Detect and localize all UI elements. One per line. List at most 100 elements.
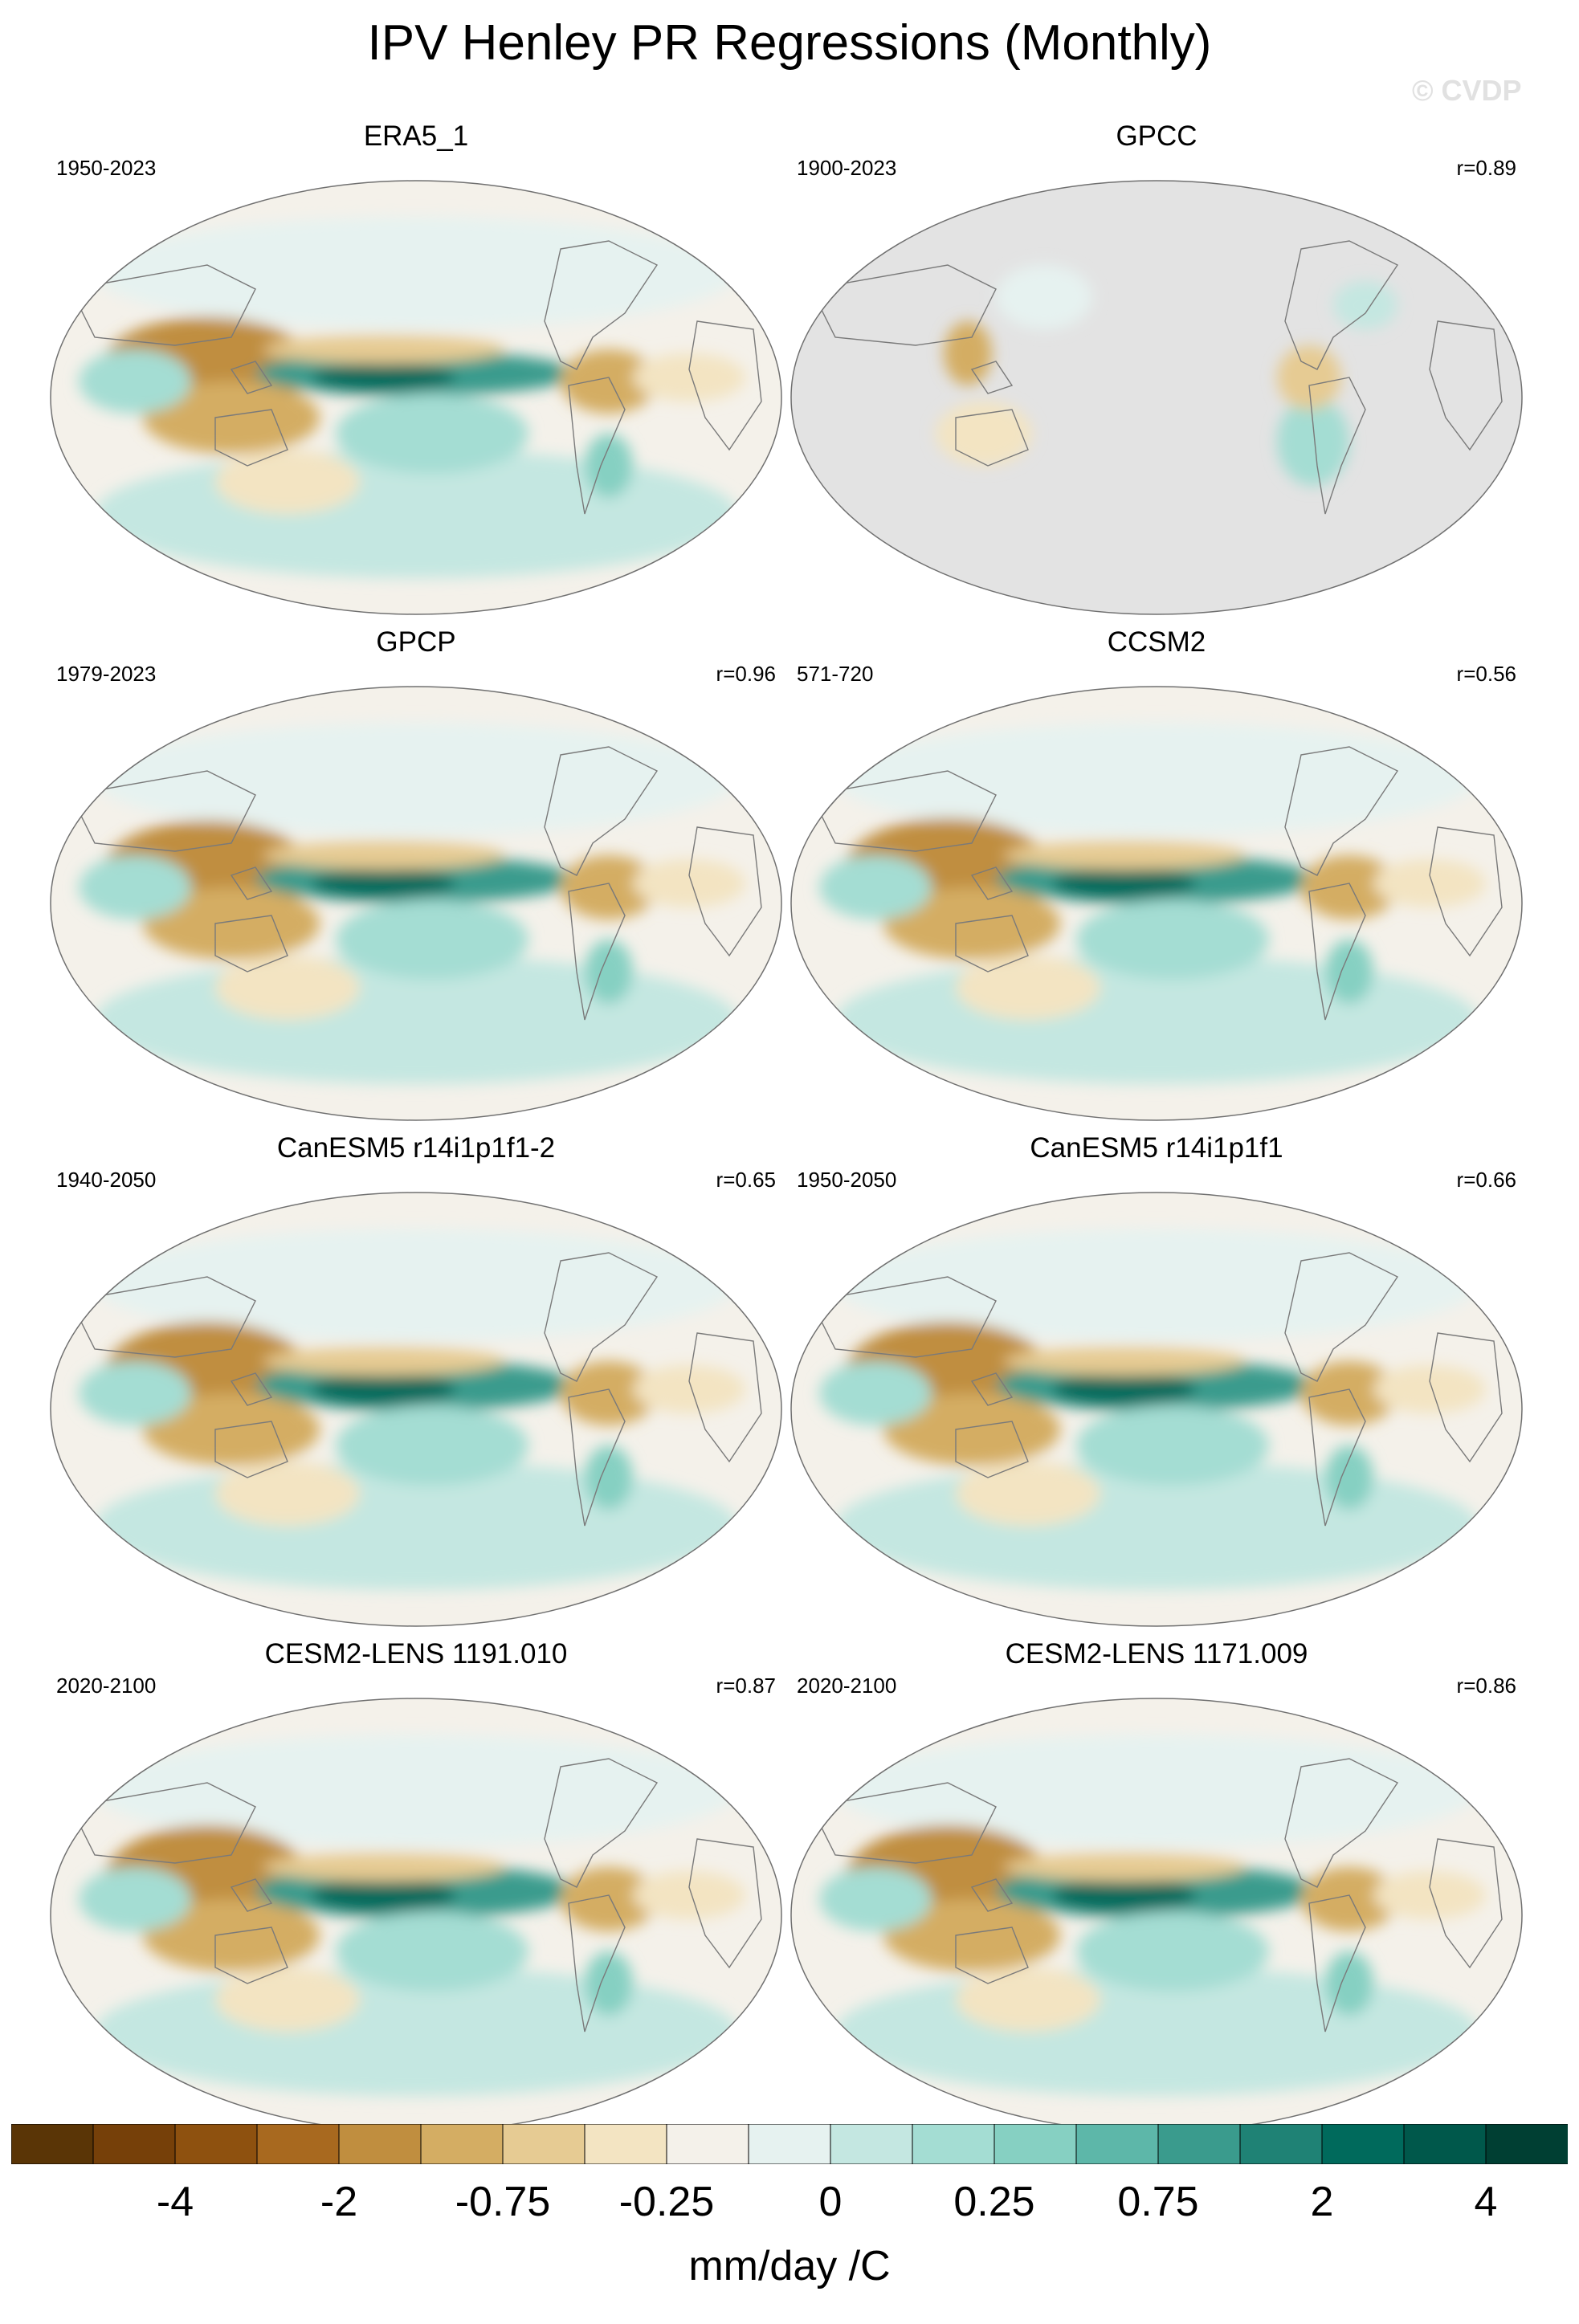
robinson-map xyxy=(790,686,1523,1121)
colorbar-box xyxy=(994,2124,1077,2164)
colorbar-tick-label: 0.25 xyxy=(953,2179,1035,2225)
coastline xyxy=(1429,826,1503,957)
precip-anomaly-region xyxy=(336,1911,528,1992)
coastline xyxy=(688,826,762,957)
map-border xyxy=(790,686,1523,1121)
map-border xyxy=(50,686,782,1121)
precip-anomaly-region xyxy=(819,1361,932,1425)
precip-anomaly-region xyxy=(215,1967,360,2032)
robinson-map xyxy=(50,1698,782,2133)
map-panel: GPCC 1900-2023 r=0.89 xyxy=(787,120,1526,618)
precip-anomaly-region xyxy=(79,855,191,919)
map-panel: CESM2-LENS 1191.010 2020-2100 r=0.87 xyxy=(47,1638,785,2136)
precip-anomaly-region xyxy=(312,1372,456,1406)
coastline xyxy=(568,883,626,1021)
precip-anomaly-region xyxy=(585,1951,633,2016)
colorbar-box xyxy=(1485,2124,1568,2164)
precip-anomaly-region xyxy=(1004,1347,1245,1376)
coastline xyxy=(1429,320,1503,451)
colorbar-box xyxy=(1157,2124,1241,2164)
colorbar-box xyxy=(1321,2124,1405,2164)
map-panel: CCSM2 571-720 r=0.56 xyxy=(787,626,1526,1124)
precip-anomaly-region xyxy=(996,265,1092,329)
coastline xyxy=(544,746,659,876)
coastline xyxy=(810,1276,997,1358)
panel-title: CESM2-LENS 1191.010 xyxy=(264,1638,568,1670)
precip-anomaly-region xyxy=(561,1361,657,1425)
precip-anomaly-region xyxy=(336,899,528,980)
colorbar-box xyxy=(256,2124,340,2164)
panel-title: GPCP xyxy=(376,626,456,658)
panel-correlation: r=0.65 xyxy=(716,1168,776,1192)
coastline xyxy=(970,1372,1014,1406)
coastline xyxy=(810,264,997,346)
precip-anomaly-region xyxy=(1277,345,1341,410)
robinson-map xyxy=(50,1192,782,1627)
colorbar-tick-label: 0 xyxy=(818,2179,843,2225)
panel-period: 1950-2023 xyxy=(56,156,157,180)
coastline xyxy=(1284,240,1399,370)
precip-anomaly-region xyxy=(561,855,657,919)
precip-anomaly-region xyxy=(883,1393,1060,1466)
panel-title: CCSM2 xyxy=(1107,626,1206,658)
coastline xyxy=(69,770,256,852)
colorbar-box xyxy=(1239,2124,1323,2164)
precip-anomaly-region xyxy=(1052,867,1197,899)
watermark: © CVDP xyxy=(1412,74,1522,107)
panel-correlation: r=0.66 xyxy=(1456,1168,1516,1192)
precip-anomaly-region xyxy=(1076,899,1269,980)
panel-correlation: r=0.56 xyxy=(1456,662,1516,686)
precip-anomaly-region xyxy=(95,1735,737,1847)
colorbar xyxy=(11,2124,1568,2164)
panel-correlation: r=0.96 xyxy=(716,662,776,686)
precip-anomaly-region xyxy=(312,363,456,392)
precip-anomaly-region xyxy=(633,1871,745,1919)
coastline xyxy=(230,1372,273,1406)
coastline xyxy=(568,377,626,515)
map-panel: ERA5_1 1950-2023 xyxy=(47,120,785,618)
figure-title: IPV Henley PR Regressions (Monthly) xyxy=(367,15,1212,71)
precip-anomaly-region xyxy=(835,1735,1478,1847)
precip-anomaly-region xyxy=(1004,841,1245,870)
map-border xyxy=(50,1192,782,1627)
coastline xyxy=(568,1388,626,1527)
robinson-map xyxy=(790,180,1523,615)
precip-anomaly-region xyxy=(633,1365,745,1413)
precip-anomaly-region xyxy=(143,887,320,960)
coastline xyxy=(230,1878,273,1912)
coastline xyxy=(1284,1252,1399,1382)
colorbar-box xyxy=(502,2124,585,2164)
coastline xyxy=(69,1276,256,1358)
panel-period: 2020-2100 xyxy=(56,1674,157,1698)
precip-anomaly-region xyxy=(1325,1445,1373,1510)
map-panel: CanESM5 r14i1p1f1 1950-2050 r=0.66 xyxy=(787,1132,1526,1630)
precip-anomaly-region xyxy=(956,956,1100,1020)
precip-anomaly-region xyxy=(1325,1951,1373,2016)
colorbar-box xyxy=(1403,2124,1487,2164)
coastline xyxy=(214,1421,288,1478)
robinson-map xyxy=(50,180,782,615)
coastline xyxy=(568,1894,626,2032)
precip-anomaly-region xyxy=(585,434,633,498)
precip-anomaly-region xyxy=(1373,859,1486,907)
precip-anomaly-region xyxy=(561,1867,657,1931)
map-panel: GPCP 1979-2023 r=0.96 xyxy=(47,626,785,1124)
coastline xyxy=(970,866,1014,900)
precip-anomaly-region xyxy=(1052,1372,1197,1406)
precip-anomaly-region xyxy=(263,335,504,364)
coastline xyxy=(69,1782,256,1864)
panel-title: CESM2-LENS 1171.009 xyxy=(1005,1638,1308,1670)
precip-anomaly-region xyxy=(835,1229,1478,1341)
colorbar-tick-label: 2 xyxy=(1310,2179,1334,2225)
map-panel: CESM2-LENS 1171.009 2020-2100 r=0.86 xyxy=(787,1638,1526,2136)
colorbar-box xyxy=(174,2124,258,2164)
coastline xyxy=(1284,746,1399,876)
panel-title: GPCC xyxy=(1116,120,1198,152)
coastline xyxy=(970,361,1014,394)
panel-correlation: r=0.89 xyxy=(1456,156,1516,180)
precip-anomaly-region xyxy=(835,723,1478,835)
coastline xyxy=(1308,1894,1366,2032)
colorbar-box xyxy=(748,2124,831,2164)
coastline xyxy=(230,866,273,900)
coastline xyxy=(810,1782,997,1864)
